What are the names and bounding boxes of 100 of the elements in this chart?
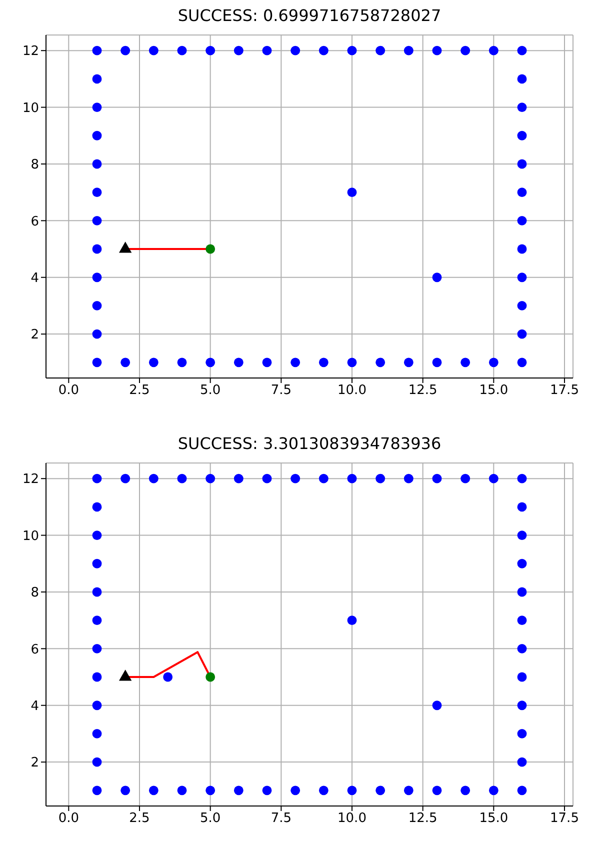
y-tick-label: 10	[22, 100, 39, 116]
point	[432, 474, 442, 484]
point	[517, 159, 527, 169]
point	[404, 358, 414, 368]
y-tick-label: 4	[30, 270, 39, 286]
x-tick-label: 2.5	[129, 811, 150, 826]
point	[517, 616, 527, 626]
point	[460, 358, 470, 368]
point	[177, 358, 187, 368]
x-tick-label: 7.5	[270, 383, 292, 398]
point	[347, 358, 357, 368]
point	[148, 474, 158, 484]
y-tick-label: 8	[30, 158, 39, 173]
point	[517, 216, 527, 226]
point	[517, 786, 527, 796]
point	[92, 729, 102, 738]
point	[92, 46, 102, 56]
point	[92, 672, 102, 682]
point	[517, 474, 527, 484]
x-tick-label: 15.0	[479, 811, 508, 826]
point	[163, 672, 173, 682]
point	[92, 358, 102, 368]
point	[432, 786, 442, 796]
y-tick-label: 2	[30, 328, 39, 343]
point	[120, 474, 130, 484]
point	[376, 358, 386, 368]
point	[92, 74, 102, 84]
point	[404, 46, 414, 56]
point	[460, 474, 470, 484]
point	[517, 644, 527, 654]
point	[488, 786, 498, 796]
point	[206, 358, 216, 368]
point	[318, 358, 328, 368]
point	[517, 102, 527, 112]
point	[460, 46, 470, 56]
point	[234, 46, 244, 56]
x-tick-label: 12.5	[408, 383, 438, 398]
point	[177, 46, 187, 56]
y-tick-label: 12	[22, 472, 39, 488]
point	[517, 301, 527, 310]
point	[92, 301, 102, 310]
point	[92, 329, 102, 339]
point	[92, 530, 102, 540]
y-tick-label: 10	[22, 528, 39, 544]
point	[92, 644, 102, 654]
y-tick-label: 2	[30, 756, 39, 771]
point	[206, 786, 216, 796]
point	[488, 474, 498, 484]
point	[148, 786, 158, 796]
point	[488, 46, 498, 56]
point	[92, 102, 102, 112]
point	[120, 358, 130, 368]
point	[92, 700, 102, 710]
point	[517, 188, 527, 198]
point	[347, 474, 357, 484]
y-tick-label: 4	[30, 698, 39, 714]
point	[517, 757, 527, 767]
point	[318, 786, 328, 796]
point	[488, 358, 498, 368]
y-tick-label: 6	[30, 642, 39, 658]
point	[432, 272, 442, 282]
point	[432, 700, 442, 710]
point	[376, 786, 386, 796]
point	[347, 46, 357, 56]
point	[92, 216, 102, 226]
point	[148, 46, 158, 56]
point	[92, 587, 102, 597]
point	[262, 786, 272, 796]
point	[290, 358, 300, 368]
point	[517, 74, 527, 84]
point	[517, 587, 527, 597]
point	[177, 474, 187, 484]
point	[404, 474, 414, 484]
point	[376, 46, 386, 56]
point	[92, 502, 102, 512]
point	[347, 188, 357, 198]
x-tick-label: 12.5	[408, 811, 438, 826]
x-tick-label: 7.5	[270, 811, 292, 826]
point	[517, 329, 527, 339]
chart-title: SUCCESS: 3.3013083934783936	[176, 434, 442, 453]
point	[92, 558, 102, 568]
point	[517, 530, 527, 540]
x-tick-label: 17.5	[550, 811, 579, 826]
point	[460, 786, 470, 796]
point	[206, 244, 216, 254]
y-tick-label: 12	[22, 44, 39, 60]
point	[206, 474, 216, 484]
x-tick-label: 5.0	[200, 383, 221, 398]
point	[517, 729, 527, 738]
point	[404, 786, 414, 796]
x-tick-label: 0.0	[58, 811, 80, 826]
point	[318, 474, 328, 484]
point	[517, 244, 527, 254]
point	[92, 616, 102, 626]
point	[206, 46, 216, 56]
point	[234, 474, 244, 484]
point	[517, 700, 527, 710]
x-tick-label: 5.0	[200, 811, 221, 826]
point	[290, 786, 300, 796]
point	[290, 474, 300, 484]
